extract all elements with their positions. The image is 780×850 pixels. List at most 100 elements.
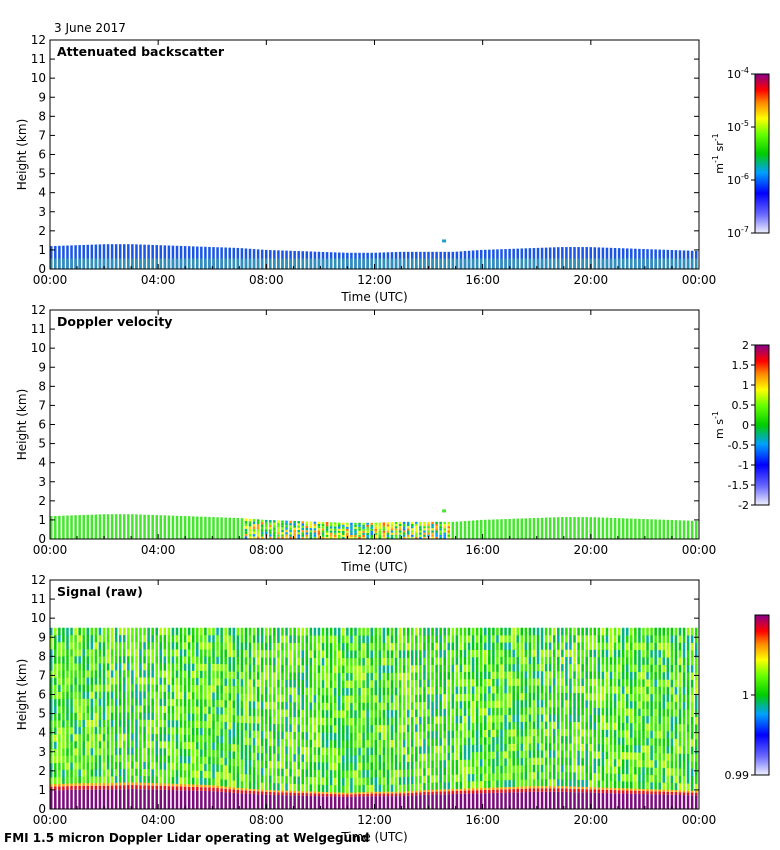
signal-cell (617, 751, 621, 760)
velocity-cell (394, 534, 398, 537)
velocity-cell (419, 521, 422, 524)
signal-cell (605, 780, 609, 789)
signal-cell (358, 695, 361, 703)
signal-cell (297, 739, 300, 747)
signal-cell (325, 769, 329, 778)
signal-cell (248, 774, 252, 782)
velocity-column (565, 517, 568, 539)
signal-bl-core (179, 790, 183, 809)
signal-cell (617, 737, 621, 745)
colorbar-tick-label: 10-5 (727, 119, 749, 134)
signal-cell (642, 781, 645, 790)
signal-cell (666, 745, 670, 754)
signal-cell (50, 698, 53, 707)
signal-bl-core (415, 795, 418, 809)
velocity-column (171, 515, 175, 539)
signal-cell (163, 698, 167, 706)
signal-cell (131, 676, 134, 685)
signal-cell (196, 641, 199, 650)
signal-cell (66, 698, 69, 707)
signal-cell (313, 769, 317, 778)
signal-cell (532, 656, 536, 665)
signal-cell (496, 671, 499, 679)
velocity-cell (333, 522, 337, 525)
signal-cell (459, 744, 463, 753)
signal-cell (248, 686, 252, 694)
signal-cell (370, 650, 373, 658)
signal-cell (216, 778, 219, 787)
signal-cell (289, 627, 292, 636)
signal-cell (504, 678, 507, 687)
signal-cell (273, 664, 276, 673)
signal-cell (682, 709, 686, 717)
velocity-column (512, 518, 515, 539)
signal-cell (471, 780, 475, 789)
signal-bl-top (658, 789, 661, 792)
signal-cell (183, 641, 187, 650)
signal-cell (573, 757, 576, 766)
signal-cell (398, 784, 402, 793)
signal-cell (569, 634, 572, 643)
velocity-cell (289, 523, 292, 526)
signal-cell (390, 754, 394, 763)
signal-cell (82, 655, 85, 664)
signal-cell (135, 768, 138, 776)
velocity-column (552, 517, 556, 539)
signal-cell (561, 627, 564, 636)
backscatter-lower (362, 258, 365, 269)
signal-cell (540, 735, 544, 744)
signal-cell (50, 777, 53, 785)
signal-cell (678, 701, 682, 710)
signal-cell (236, 766, 240, 774)
backscatter-lower (617, 258, 621, 269)
signal-cell (516, 707, 519, 715)
signal-cell (431, 671, 434, 680)
backscatter-column (232, 247, 236, 269)
signal-cell (159, 627, 163, 636)
signal-cell (346, 725, 349, 734)
signal-cell (520, 649, 524, 657)
signal-cell (329, 627, 333, 636)
signal-bl-core (313, 795, 317, 809)
signal-cell (439, 664, 442, 673)
signal-cell (617, 664, 621, 672)
signal-bl-mid (520, 788, 524, 793)
signal-cell (232, 743, 236, 752)
signal-cell (285, 709, 288, 717)
y-tick-label: 5 (38, 167, 46, 181)
signal-cell (427, 671, 430, 680)
signal-cell (66, 634, 69, 643)
signal-cell (508, 772, 511, 781)
signal-cell (504, 779, 507, 788)
signal-bl-top (191, 784, 195, 787)
signal-bl-top (208, 785, 211, 788)
signal-cell (366, 709, 369, 718)
velocity-cell (402, 536, 406, 539)
signal-cell (504, 692, 507, 701)
signal-cell (613, 722, 617, 731)
signal-cell (248, 715, 252, 724)
signal-cell (236, 642, 240, 650)
signal-bl-top (569, 786, 572, 789)
signal-cell (179, 748, 183, 757)
signal-cell (127, 683, 130, 692)
signal-cell (325, 635, 329, 644)
backscatter-lower (451, 258, 455, 269)
signal-bl-mid (110, 785, 114, 790)
signal-cell (329, 680, 333, 688)
signal-cell (102, 648, 106, 657)
velocity-cell (269, 522, 272, 525)
signal-cell (228, 642, 231, 650)
signal-bl-top (321, 791, 325, 794)
velocity-cell (285, 534, 288, 537)
signal-bl-core (196, 790, 199, 809)
signal-cell (601, 634, 605, 643)
signal-cell (244, 737, 248, 746)
signal-cell (467, 744, 471, 753)
signal-cell (544, 656, 548, 665)
signal-bl-top (171, 783, 175, 787)
signal-cell (548, 685, 552, 693)
signal-bl-mid (191, 786, 195, 791)
signal-cell (565, 634, 568, 643)
signal-cell (224, 627, 227, 636)
